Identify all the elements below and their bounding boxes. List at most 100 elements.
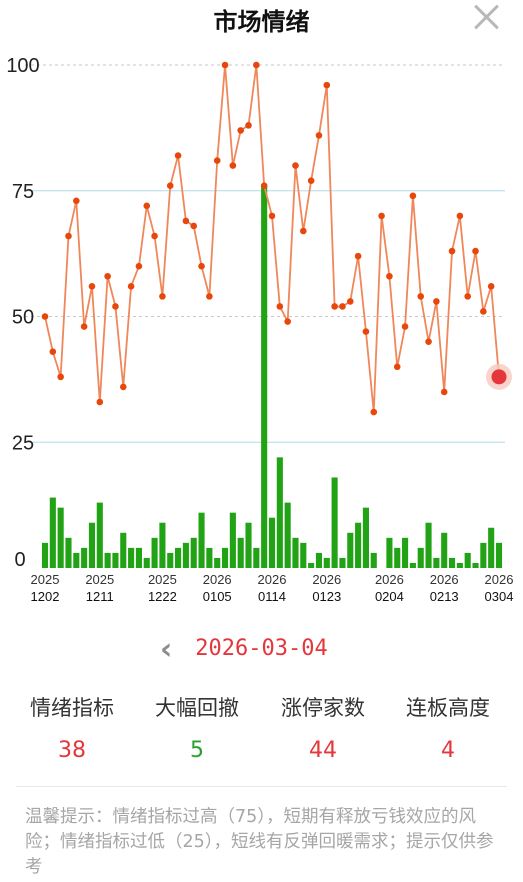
drawdown-bar xyxy=(57,507,64,568)
sentiment-point xyxy=(190,222,198,230)
current-date[interactable]: 2026-03-04 xyxy=(195,636,328,661)
drawdown-bar xyxy=(120,532,127,568)
x-tick-date: 1211 xyxy=(86,589,114,604)
x-tick-date: 0114 xyxy=(258,589,286,604)
drawdown-bar xyxy=(292,537,299,568)
sentiment-point xyxy=(221,61,229,69)
sentiment-point xyxy=(151,232,158,240)
drawdown-bar xyxy=(331,477,338,568)
sentiment-point xyxy=(346,298,354,305)
sentiment-point xyxy=(276,303,284,310)
x-tick-year: 2026 xyxy=(375,572,404,587)
drawdown-bar xyxy=(347,532,354,568)
sentiment-point xyxy=(456,212,464,220)
drawdown-bar xyxy=(167,552,174,568)
sentiment-point xyxy=(229,162,237,169)
stat-value: 44 xyxy=(309,738,337,763)
sentiment-point xyxy=(143,202,151,210)
sentiment-chart: 0 25 50 75 100 2025 1202 2025 1211 2025 1222 2026 01… xyxy=(6,55,514,604)
sentiment-point xyxy=(480,308,487,315)
chevron-left-icon[interactable]: ‹ xyxy=(160,632,173,667)
sentiment-point xyxy=(73,197,80,205)
drawdown-bar xyxy=(190,537,197,568)
sentiment-point xyxy=(401,323,409,330)
stat-label: 情绪指标 xyxy=(30,696,114,720)
drawdown-bar xyxy=(198,512,205,568)
drawdown-bar xyxy=(284,502,291,568)
stat-label: 涨停家数 xyxy=(281,696,365,720)
drawdown-bar xyxy=(433,557,440,568)
sentiment-point xyxy=(206,293,213,300)
x-tick-date: 1202 xyxy=(31,589,60,604)
drawdown-bar xyxy=(315,552,323,568)
sentiment-point xyxy=(96,398,104,406)
drawdown-bar xyxy=(143,557,150,568)
x-tick-year: 2026 xyxy=(203,572,232,587)
sentiment-point xyxy=(425,338,432,345)
drawdown-bar xyxy=(206,547,213,568)
drawdown-bar xyxy=(182,542,189,568)
sentiment-point xyxy=(354,252,362,260)
drawdown-bar xyxy=(472,562,479,568)
drawdown-bar xyxy=(425,522,432,568)
sentiment-point xyxy=(284,318,291,325)
drawdown-bar xyxy=(151,537,158,568)
x-tick-date: 1222 xyxy=(148,589,177,604)
sentiment-point xyxy=(417,293,425,300)
sentiment-point xyxy=(112,303,119,310)
sentiment-point xyxy=(127,283,135,290)
tip-text: 温馨提示：情绪指标过高（75），短期有释放亏钱效应的风险；情绪指标过低（25），… xyxy=(25,807,494,877)
date-nav: ‹ 2026-03-04 xyxy=(0,630,523,670)
drawdown-bar xyxy=(245,522,252,568)
sentiment-point xyxy=(245,122,252,129)
drawdown-bar xyxy=(441,532,448,568)
sentiment-point xyxy=(182,217,190,225)
sentiment-point xyxy=(41,313,49,320)
sentiment-point xyxy=(300,227,307,235)
drawdown-bar xyxy=(41,542,49,568)
sentiment-point xyxy=(135,262,143,270)
sentiment-point xyxy=(268,212,276,220)
sentiment-point xyxy=(331,303,338,310)
divider xyxy=(16,786,507,787)
drawdown-bar xyxy=(448,557,456,568)
y-tick-label: 75 xyxy=(12,181,34,203)
header: 市场情绪 xyxy=(0,0,523,36)
sentiment-point xyxy=(487,283,495,290)
drawdown-bar xyxy=(229,512,236,568)
drawdown-bar xyxy=(135,547,142,568)
drawdown-bar xyxy=(96,502,103,568)
sentiment-point xyxy=(253,61,260,69)
sentiment-point xyxy=(88,283,96,290)
drawdown-bar xyxy=(402,537,409,568)
stat-value: 5 xyxy=(190,738,204,763)
drawdown-bar xyxy=(159,522,166,568)
drawdown-bar xyxy=(308,562,315,568)
sentiment-point xyxy=(49,348,57,356)
sentiment-point xyxy=(472,247,479,255)
x-tick-date: 0204 xyxy=(375,589,404,604)
drawdown-bar xyxy=(73,552,80,568)
page-title: 市场情绪 xyxy=(213,8,310,36)
y-tick-label: 0 xyxy=(14,549,25,571)
x-tick-date: 0304 xyxy=(485,589,514,604)
sentiment-point xyxy=(362,328,370,335)
x-tick-year: 2025 xyxy=(85,572,114,587)
drawdown-bar xyxy=(128,547,135,568)
stat-board-height: 连板高度 4 xyxy=(383,692,513,763)
sentiment-point xyxy=(386,272,393,280)
drawdown-bar xyxy=(480,542,487,568)
stat-label: 大幅回撤 xyxy=(155,696,239,720)
drawdown-bar xyxy=(261,185,268,568)
selected-point xyxy=(491,369,507,385)
stat-drawdown: 大幅回撤 5 xyxy=(132,692,262,763)
sentiment-point xyxy=(433,298,440,305)
stat-value: 38 xyxy=(58,738,86,763)
drawdown-bar xyxy=(362,507,369,568)
close-icon[interactable] xyxy=(471,2,501,32)
x-tick-date: 0105 xyxy=(203,589,232,604)
sentiment-point xyxy=(370,408,378,416)
stat-label: 连板高度 xyxy=(406,696,490,720)
x-tick-year: 2026 xyxy=(430,572,459,587)
y-tick-label: 25 xyxy=(12,432,34,454)
